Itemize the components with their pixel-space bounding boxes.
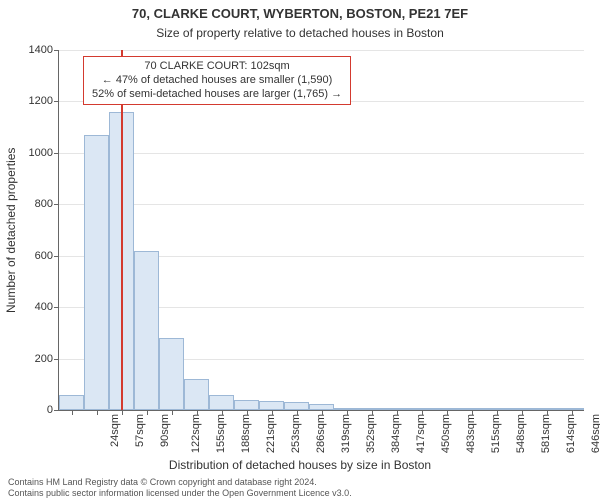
x-tick-mark	[447, 410, 448, 415]
x-tick-mark	[522, 410, 523, 415]
x-tick-label: 155sqm	[215, 414, 227, 453]
x-tick-mark	[472, 410, 473, 415]
x-tick-label: 417sqm	[415, 414, 427, 453]
y-tick-label: 0	[47, 404, 53, 416]
x-tick-mark	[347, 410, 348, 415]
x-tick-label: 221sqm	[265, 414, 277, 453]
x-tick-mark	[247, 410, 248, 415]
x-tick-label: 122sqm	[190, 414, 202, 453]
x-tick-label: 90sqm	[159, 414, 171, 447]
x-tick-label: 286sqm	[315, 414, 327, 453]
x-tick-label: 319sqm	[340, 414, 352, 453]
histogram-bar	[84, 135, 109, 410]
gridline	[59, 153, 584, 154]
y-tick-mark	[54, 307, 59, 308]
x-tick-mark	[272, 410, 273, 415]
gridline	[59, 50, 584, 51]
y-tick-mark	[54, 204, 59, 205]
x-tick-mark	[147, 410, 148, 415]
annotation-line-2: 52% of semi-detached houses are larger (…	[92, 88, 342, 102]
histogram-bar	[284, 402, 309, 410]
y-tick-label: 1000	[29, 147, 53, 159]
histogram-bar	[134, 251, 159, 410]
x-tick-mark	[72, 410, 73, 415]
chart-title-line2: Size of property relative to detached ho…	[0, 26, 600, 40]
x-tick-mark	[297, 410, 298, 415]
x-tick-label: 581sqm	[540, 414, 552, 453]
y-tick-label: 600	[35, 250, 53, 262]
y-tick-mark	[54, 410, 59, 411]
histogram-bar	[234, 400, 259, 410]
footer-line-1: Contains HM Land Registry data © Crown c…	[8, 477, 352, 487]
y-tick-label: 800	[35, 198, 53, 210]
annotation-line-1: ← 47% of detached houses are smaller (1,…	[92, 74, 342, 88]
attribution-footer: Contains HM Land Registry data © Crown c…	[8, 477, 352, 498]
plot-area: 020040060080010001200140024sqm57sqm90sqm…	[58, 50, 584, 411]
x-tick-mark	[397, 410, 398, 415]
x-tick-label: 483sqm	[465, 414, 477, 453]
y-tick-mark	[54, 256, 59, 257]
x-tick-mark	[172, 410, 173, 415]
y-tick-label: 1200	[29, 95, 53, 107]
histogram-bar	[209, 395, 234, 410]
x-tick-mark	[372, 410, 373, 415]
y-tick-mark	[54, 153, 59, 154]
histogram-bar	[59, 395, 84, 410]
y-axis-label: Number of detached properties	[4, 147, 18, 312]
y-tick-mark	[54, 359, 59, 360]
chart-container: 70, CLARKE COURT, WYBERTON, BOSTON, PE21…	[0, 0, 600, 500]
x-axis-label: Distribution of detached houses by size …	[0, 458, 600, 472]
annotation-box: 70 CLARKE COURT: 102sqm← 47% of detached…	[83, 56, 351, 105]
x-tick-mark	[547, 410, 548, 415]
x-tick-mark	[322, 410, 323, 415]
annotation-line-0: 70 CLARKE COURT: 102sqm	[92, 60, 342, 74]
y-tick-label: 1400	[29, 44, 53, 56]
x-tick-label: 57sqm	[134, 414, 146, 447]
x-tick-label: 384sqm	[390, 414, 402, 453]
x-tick-label: 253sqm	[290, 414, 302, 453]
x-tick-mark	[422, 410, 423, 415]
y-tick-mark	[54, 50, 59, 51]
x-tick-label: 188sqm	[240, 414, 252, 453]
x-tick-label: 646sqm	[590, 414, 600, 453]
x-tick-mark	[122, 410, 123, 415]
x-tick-label: 24sqm	[109, 414, 121, 447]
x-tick-label: 614sqm	[565, 414, 577, 453]
x-tick-label: 548sqm	[515, 414, 527, 453]
chart-title-line1: 70, CLARKE COURT, WYBERTON, BOSTON, PE21…	[0, 6, 600, 21]
gridline	[59, 204, 584, 205]
x-tick-label: 515sqm	[490, 414, 502, 453]
y-tick-mark	[54, 101, 59, 102]
x-tick-mark	[97, 410, 98, 415]
histogram-bar	[259, 401, 284, 410]
x-tick-mark	[572, 410, 573, 415]
footer-line-2: Contains public sector information licen…	[8, 488, 352, 498]
y-tick-label: 200	[35, 353, 53, 365]
x-tick-mark	[197, 410, 198, 415]
histogram-bar	[184, 379, 209, 410]
histogram-bar	[159, 338, 184, 410]
y-tick-label: 400	[35, 301, 53, 313]
x-tick-mark	[497, 410, 498, 415]
x-tick-mark	[222, 410, 223, 415]
x-tick-label: 352sqm	[365, 414, 377, 453]
x-tick-label: 450sqm	[440, 414, 452, 453]
